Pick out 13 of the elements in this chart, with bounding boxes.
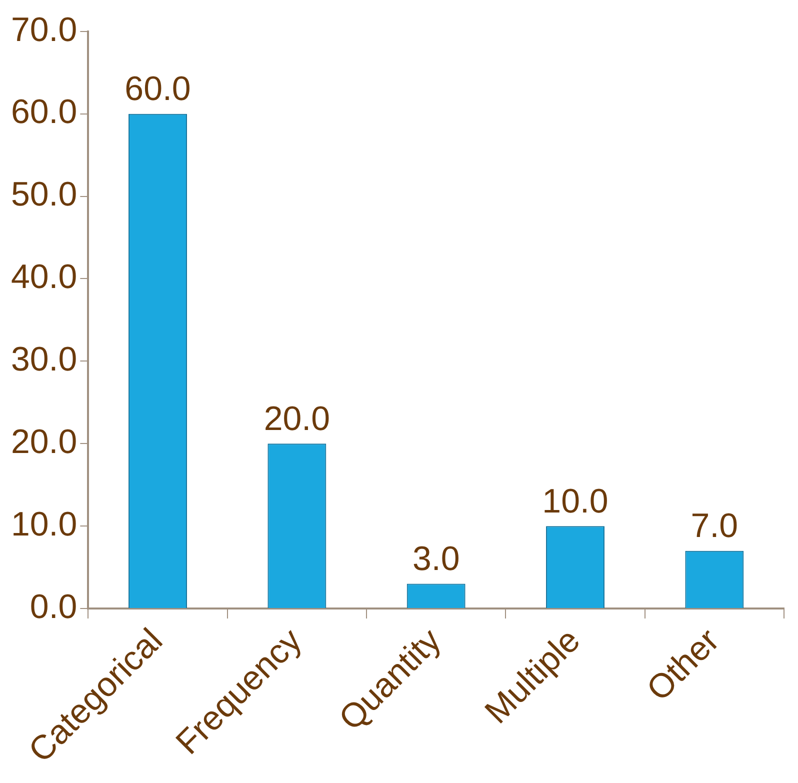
- y-tick-label: 0.0: [30, 588, 78, 626]
- data-label: 7.0: [690, 507, 738, 546]
- data-label: 10.0: [542, 482, 608, 520]
- data-label: 60.0: [124, 70, 191, 108]
- y-tick-label: 10.0: [10, 505, 78, 544]
- data-label: 20.0: [264, 400, 330, 438]
- y-tick-label: 50.0: [10, 176, 78, 214]
- y-tick-label: 70.0: [10, 10, 78, 49]
- y-tick-label: 40.0: [10, 258, 78, 296]
- y-tick-label: 20.0: [10, 423, 78, 462]
- y-tick-label: 60.0: [10, 93, 78, 132]
- y-tick-label: 30.0: [10, 340, 78, 379]
- data-label: 3.0: [412, 540, 460, 578]
